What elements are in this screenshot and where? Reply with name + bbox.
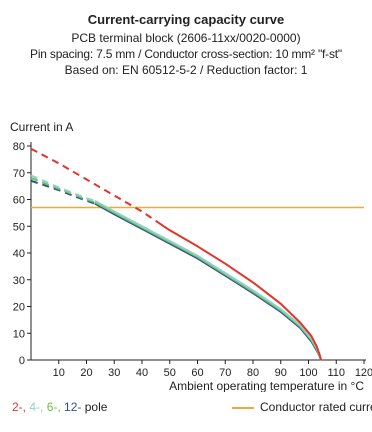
legend-entry-2-pole: 2-,: [12, 400, 30, 414]
series-group: [30, 147, 322, 361]
y-tick-label: 50: [13, 221, 25, 233]
x-tick-label: 50: [164, 367, 176, 379]
axes: 0 10 20 30 40 50 60 70 80 10 20 30 40 50 60 70 80 90 100 11…: [13, 141, 372, 379]
series-2-pole-dashed: [30, 147, 157, 222]
x-tick-label: 100: [299, 367, 317, 379]
chart-subtitle-line-1: PCB terminal block (2606-11xx/0020-0000): [71, 31, 301, 45]
y-tick-label: 60: [13, 195, 25, 207]
legend-entry-12-pole: 12-: [64, 400, 85, 414]
series-2-pole-line: [155, 220, 322, 361]
x-tick-label: 90: [275, 367, 287, 379]
x-tick-label: 10: [53, 367, 65, 379]
legend-entry-6-pole: 6-,: [46, 400, 65, 414]
x-tick-label: 70: [219, 367, 231, 379]
y-tick-label: 80: [13, 141, 25, 153]
legend-entry-4-pole: 4-,: [29, 400, 47, 414]
y-axis-label: Current in A: [10, 120, 74, 134]
y-tick-label: 70: [13, 168, 25, 180]
series-6-pole-line: [94, 201, 322, 361]
x-tick-label: 60: [191, 367, 203, 379]
series-12-pole-line: [94, 202, 322, 361]
y-tick-label: 0: [19, 355, 25, 367]
y-tick-label: 10: [13, 328, 25, 340]
x-tick-label: 120: [355, 367, 372, 379]
x-axis-label: Ambient operating temperature in °C: [169, 379, 364, 392]
x-tick-label: 40: [136, 367, 148, 379]
series-12-pole-dashed: [30, 179, 96, 205]
legend-reference-swatch: [232, 406, 254, 409]
x-tick-label: 20: [80, 367, 92, 379]
y-tick-label: 30: [13, 275, 25, 287]
legend-reference: Conductor rated current: [232, 400, 372, 414]
legend-poles: 2-, 4-, 6-, 12- pole: [12, 400, 107, 414]
x-tick-label: 80: [247, 367, 259, 379]
y-tick-label: 40: [13, 248, 25, 260]
plot-area: 0 10 20 30 40 50 60 70 80 10 20 30 40 50 60 70 80 90 100 11…: [13, 141, 372, 392]
legend-reference-label: Conductor rated current: [260, 400, 372, 414]
series-4-pole-dashed: [30, 174, 96, 202]
x-tick-label: 110: [327, 367, 345, 379]
series-6-pole-dashed: [30, 177, 96, 204]
legend-pole-suffix: pole: [84, 400, 108, 414]
x-tick-label: 30: [108, 367, 120, 379]
chart-title: Current-carrying capacity curve: [87, 12, 285, 27]
y-tick-label: 20: [13, 302, 25, 314]
chart-subtitle-line-3: Based on: EN 60512-5-2 / Reduction facto…: [64, 63, 308, 77]
series-4-pole-line: [94, 199, 322, 361]
chart-subtitle-line-2: Pin spacing: 7.5 mm / Conductor cross-se…: [30, 47, 342, 61]
